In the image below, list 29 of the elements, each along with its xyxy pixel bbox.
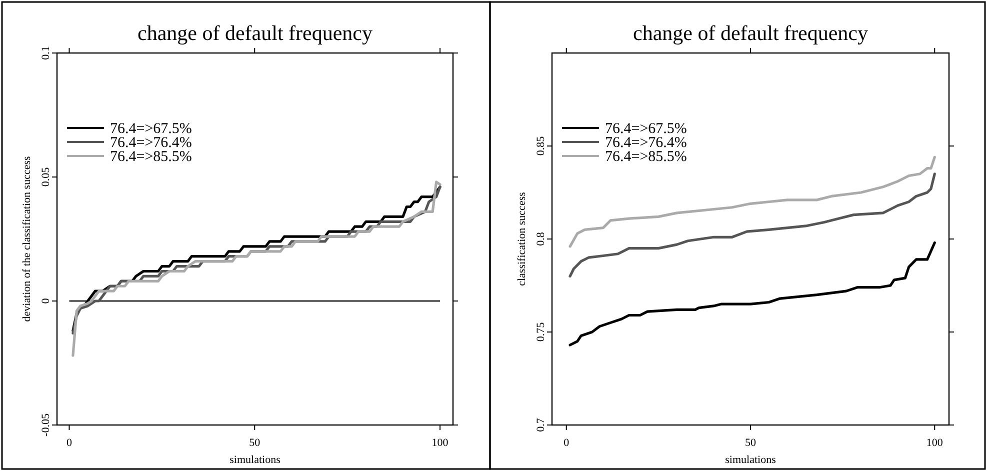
chart-title: change of default frequency	[633, 21, 868, 45]
legend-label: 76.4=>76.4%	[605, 135, 687, 151]
y-axis-title: classification success	[516, 192, 528, 286]
chart-title: change of default frequency	[138, 21, 373, 45]
y-tick-label: -0.05	[40, 413, 52, 436]
legend-label: 76.4=>67.5%	[605, 121, 687, 137]
y-tick-label: 0.05	[40, 166, 52, 187]
legend-label: 76.4=>85.5%	[605, 149, 687, 165]
x-axis-title: simulations	[230, 454, 280, 466]
y-tick-label: 0.8	[535, 232, 547, 246]
line-series	[72, 180, 442, 357]
legend-label: 76.4=>76.4%	[110, 135, 192, 151]
x-tick-label: 100	[432, 437, 449, 449]
x-tick-label: 50	[249, 437, 261, 449]
y-tick-label: 0.1	[40, 46, 52, 60]
y-tick-label: 0.7	[535, 418, 547, 432]
legend-label: 76.4=>85.5%	[110, 149, 192, 165]
x-tick-label: 0	[66, 437, 72, 449]
y-tick-label: 0.85	[535, 136, 547, 156]
x-tick-label: 50	[745, 437, 756, 449]
line-series	[568, 241, 936, 346]
x-axis-title: simulations	[725, 454, 776, 466]
y-tick-label: 0.75	[535, 322, 547, 342]
y-axis-title: deviation of the classification success	[21, 156, 33, 322]
y-tick-label: 0	[40, 298, 52, 304]
x-tick-label: 0	[564, 437, 570, 449]
x-tick-label: 100	[926, 437, 944, 449]
line-series	[568, 172, 936, 278]
legend-label: 76.4=>67.5%	[110, 121, 192, 137]
